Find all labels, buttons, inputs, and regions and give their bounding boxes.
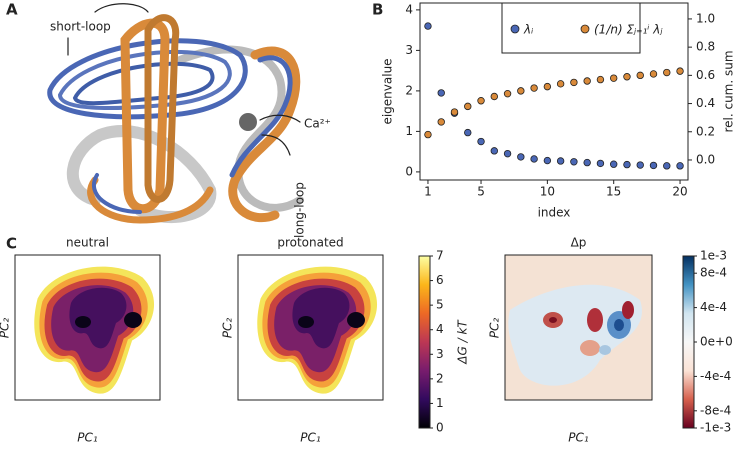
y-axis-label: PC₂ xyxy=(488,318,502,339)
data-point xyxy=(464,102,472,111)
data-point xyxy=(517,87,525,95)
data-point xyxy=(596,75,605,84)
data-point xyxy=(649,161,658,170)
y2-tick-label: 0.0 xyxy=(696,152,715,166)
colorbar-tick-label: 4e-4 xyxy=(700,300,727,314)
y2-tick-label: 0.6 xyxy=(696,68,715,82)
colorbar-tick-label: 1e-3 xyxy=(700,249,727,263)
data-point xyxy=(570,78,578,87)
colorbar-tick-label: 7 xyxy=(436,249,444,263)
data-point xyxy=(676,162,684,170)
free-energy-map xyxy=(14,254,653,401)
x-tick-label: 15 xyxy=(606,185,621,199)
data-point xyxy=(437,89,445,97)
colorbar-tick-label: -1e-3 xyxy=(700,421,731,435)
legend-box xyxy=(501,2,641,54)
x-axis-label: PC₁ xyxy=(568,431,589,445)
annotation: short-loop xyxy=(50,20,111,34)
x-tick-label: 10 xyxy=(540,185,555,199)
y-tick-label: 4 xyxy=(405,2,413,16)
data-point xyxy=(490,92,498,101)
colorbar xyxy=(682,255,695,429)
data-point xyxy=(503,149,512,158)
colorbar-tick-label: -8e-4 xyxy=(700,403,731,417)
colorbar-tick-label: -4e-4 xyxy=(700,369,731,383)
x-axis-label: PC₁ xyxy=(300,431,321,445)
map-title: neutral xyxy=(66,236,109,250)
panel-label: A xyxy=(6,1,18,19)
annotation: Ca²⁺ xyxy=(304,117,331,131)
x-tick-label: 1 xyxy=(424,185,432,199)
data-point xyxy=(530,84,538,92)
x-tick-label: 20 xyxy=(672,185,687,199)
y-tick-label: 2 xyxy=(405,83,413,97)
protein-structure xyxy=(47,3,304,224)
colorbar-tick-label: 8e-4 xyxy=(700,266,727,280)
colorbar-tick-label: 3 xyxy=(436,347,444,361)
colorbar-tick-label: 2 xyxy=(436,371,444,385)
colorbar-tick-label: 5 xyxy=(436,298,444,312)
data-point xyxy=(450,108,459,116)
legend-marker xyxy=(510,24,520,34)
data-point xyxy=(517,153,525,161)
legend-marker xyxy=(580,24,590,34)
panel-label: C xyxy=(6,235,17,253)
colorbar-tick-label: 0e+0 xyxy=(700,335,733,349)
colorbar-tick-label: 1 xyxy=(436,396,444,410)
x-tick-label: 5 xyxy=(477,185,485,199)
x-axis-label: PC₁ xyxy=(77,431,98,445)
data-point xyxy=(610,74,618,82)
y2-tick-label: 0.8 xyxy=(696,40,715,54)
annotation: long-loop xyxy=(293,182,307,238)
y-tick-label: 3 xyxy=(405,43,413,57)
data-point xyxy=(437,118,445,126)
data-point xyxy=(424,130,432,139)
data-point xyxy=(556,80,565,88)
data-point xyxy=(464,128,472,137)
data-point xyxy=(636,71,644,80)
y2-tick-label: 0.2 xyxy=(696,124,715,138)
data-point xyxy=(570,158,578,166)
y-axis-label: PC₂ xyxy=(221,318,235,339)
map-title: protonated xyxy=(277,236,343,250)
data-point xyxy=(424,22,432,30)
data-point xyxy=(556,157,565,165)
data-point xyxy=(623,160,631,169)
data-point xyxy=(543,156,552,165)
data-point xyxy=(490,147,498,155)
y-axis-label: eigenvalue xyxy=(381,58,395,124)
colorbar-tick-label: 4 xyxy=(436,322,444,336)
data-point xyxy=(503,89,512,98)
data-point xyxy=(623,73,631,81)
y-axis-label: PC₂ xyxy=(0,318,12,339)
data-point xyxy=(663,68,671,77)
y2-tick-label: 1.0 xyxy=(696,11,715,25)
colorbar-tick-label: 6 xyxy=(436,273,444,287)
y-tick-label: 1 xyxy=(405,124,413,138)
colorbar-tick-label: 0 xyxy=(436,421,444,435)
colorbar-label: ΔG / kT xyxy=(456,319,470,365)
data-point xyxy=(596,159,605,168)
data-point xyxy=(583,158,591,167)
legend-label: (1/n) Σⱼ₌₁ⁱ λⱼ xyxy=(594,23,663,37)
data-point xyxy=(636,161,644,169)
y2-axis-label: rel. cum. sum xyxy=(722,50,736,132)
data-point xyxy=(649,70,658,78)
map-title: Δp xyxy=(571,236,587,250)
data-point xyxy=(543,82,552,91)
data-point xyxy=(583,77,591,85)
data-point xyxy=(477,137,485,146)
data-point xyxy=(663,162,671,170)
panel-label: B xyxy=(372,1,383,19)
data-point xyxy=(610,160,618,168)
colorbar xyxy=(418,255,431,429)
legend-label: λᵢ xyxy=(523,23,533,37)
data-point xyxy=(530,155,538,163)
y2-tick-label: 0.4 xyxy=(696,96,715,110)
data-point xyxy=(676,67,684,75)
x-axis-label: index xyxy=(538,206,571,220)
data-point xyxy=(477,97,485,105)
y-tick-label: 0 xyxy=(405,164,413,178)
